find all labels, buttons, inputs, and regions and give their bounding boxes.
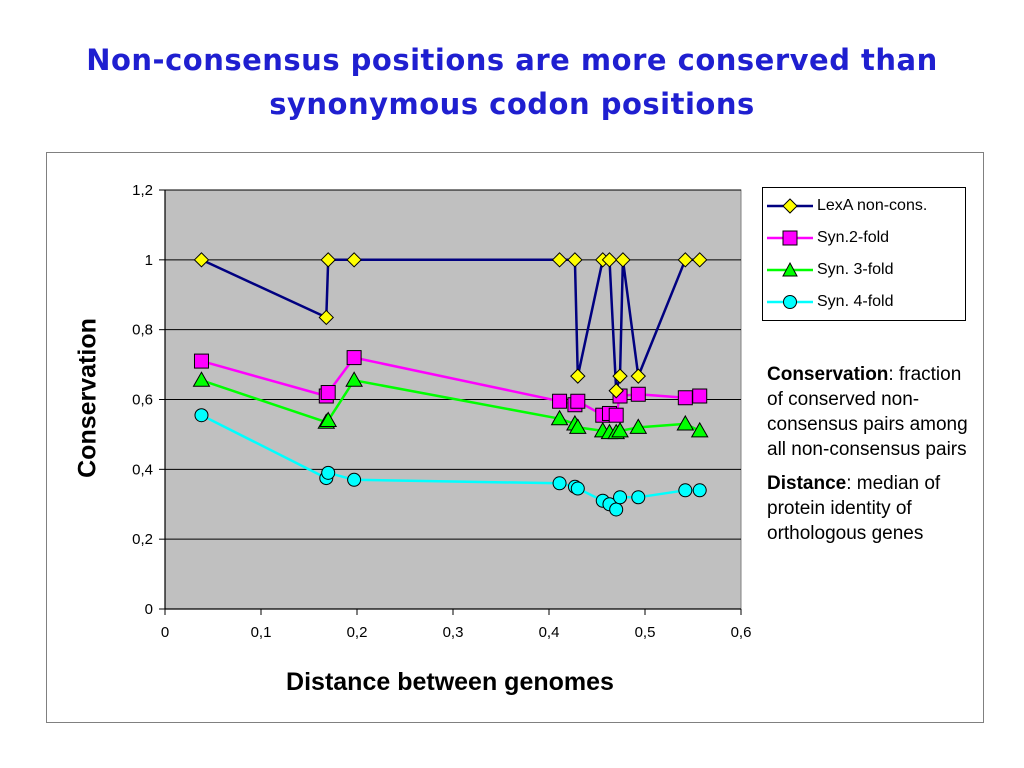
data-point-square — [692, 388, 708, 404]
distance-description: : median of protein identity of ortholog… — [767, 473, 941, 544]
data-point-diamond — [601, 252, 618, 268]
conservation-definition: Conservation: fraction of conserved non-… — [767, 362, 977, 462]
data-point-circle — [609, 502, 624, 517]
y-tick-label: 0,6 — [132, 392, 153, 409]
y-tick-label: 0,2 — [132, 531, 153, 548]
data-point-triangle — [319, 411, 338, 427]
x-tick-label: 0 — [161, 624, 169, 641]
legend-swatch-syn3 — [767, 261, 813, 277]
slide-title-line-1: Non-consensus positions are more conserv… — [86, 43, 938, 77]
data-point-diamond — [630, 368, 646, 384]
data-point-diamond — [551, 252, 568, 268]
x-tick-label: 0,4 — [539, 624, 560, 641]
data-point-diamond — [346, 252, 362, 268]
data-point-circle — [321, 465, 336, 480]
legend-label-syn2: Syn.2-fold — [817, 229, 890, 246]
x-axis-label: Distance between genomes — [286, 668, 614, 696]
data-point-triangle — [192, 371, 211, 387]
legend-entry-lexa: LexA non-cons. — [763, 194, 963, 218]
data-point-diamond — [608, 383, 624, 399]
x-tick-label: 0,2 — [347, 624, 368, 641]
slide-title: Non-consensus positions are more conserv… — [40, 38, 984, 126]
legend-swatch-syn4 — [767, 295, 813, 309]
data-point-diamond — [615, 252, 631, 268]
data-point-diamond — [677, 252, 694, 268]
data-point-square — [608, 407, 624, 423]
annotation-text: Conservation: fraction of conserved non-… — [767, 362, 977, 555]
data-point-circle — [631, 490, 646, 505]
chart-legend: LexA non-cons. Syn.2-fold Syn. 3-fold Sy… — [762, 187, 966, 321]
data-point-triangle — [611, 421, 629, 438]
data-point-circle — [613, 490, 628, 505]
data-point-triangle — [550, 409, 569, 426]
data-point-diamond — [612, 368, 628, 384]
data-point-square — [552, 393, 568, 409]
legend-entry-syn4: Syn. 4-fold — [763, 290, 963, 314]
x-tick-label: 0,3 — [443, 624, 464, 641]
data-point-circle — [194, 408, 209, 423]
legend-entry-syn2: Syn.2-fold — [763, 226, 963, 250]
y-tick-label: 0,4 — [132, 461, 153, 478]
x-tick-label: 0,6 — [731, 624, 752, 641]
data-point-square — [677, 390, 693, 406]
y-axis-label-text: Conservation — [73, 318, 102, 478]
slide-title-line-2: synonymous codon positions — [269, 87, 755, 121]
y-tick-label: 0 — [145, 601, 153, 618]
data-point-diamond — [567, 252, 583, 268]
data-point-diamond — [570, 368, 586, 384]
x-tick-label: 0,5 — [635, 624, 656, 641]
data-point-circle — [570, 481, 585, 496]
data-point-circle — [347, 472, 362, 487]
data-point-triangle — [629, 418, 648, 434]
legend-label-syn3: Syn. 3-fold — [817, 261, 894, 278]
data-point-diamond — [320, 252, 336, 268]
distance-definition: Distance: median of protein identity of … — [767, 471, 977, 546]
data-point-square — [193, 353, 209, 369]
data-point-square — [346, 350, 362, 366]
legend-label-syn4: Syn. 4-fold — [817, 293, 894, 310]
data-point-circle — [552, 476, 567, 491]
x-tick-label: 0,1 — [251, 624, 272, 641]
legend-swatch-lexa — [767, 198, 813, 214]
y-tick-label: 0,8 — [132, 322, 153, 339]
data-point-triangle — [690, 421, 709, 438]
legend-swatch-syn2 — [767, 230, 813, 246]
y-tick-label: 1 — [145, 252, 153, 269]
data-point-triangle — [676, 414, 695, 431]
data-point-square — [570, 393, 586, 409]
data-point-circle — [692, 483, 707, 498]
y-tick-label: 1,2 — [132, 182, 153, 199]
chart-svg: 0 0,2 0,4 0,6 0,8 1 1,2 0 0,1 0,2 0,3 0,4 0,5 0,6 — [132, 182, 752, 641]
data-point-circle — [678, 483, 693, 498]
data-point-triangle — [345, 371, 363, 387]
distance-term: Distance — [767, 473, 847, 494]
data-point-square — [630, 386, 646, 402]
data-point-triangle — [568, 418, 587, 434]
conservation-term: Conservation — [767, 364, 889, 385]
data-point-diamond — [692, 252, 708, 268]
conservation-description: : fraction of conserved non-consensus pa… — [767, 364, 968, 460]
legend-label-lexa: LexA non-cons. — [817, 197, 928, 214]
legend-entry-syn3: Syn. 3-fold — [763, 258, 963, 282]
data-point-diamond — [193, 252, 210, 268]
data-point-diamond — [318, 309, 334, 326]
data-point-square — [320, 385, 336, 401]
